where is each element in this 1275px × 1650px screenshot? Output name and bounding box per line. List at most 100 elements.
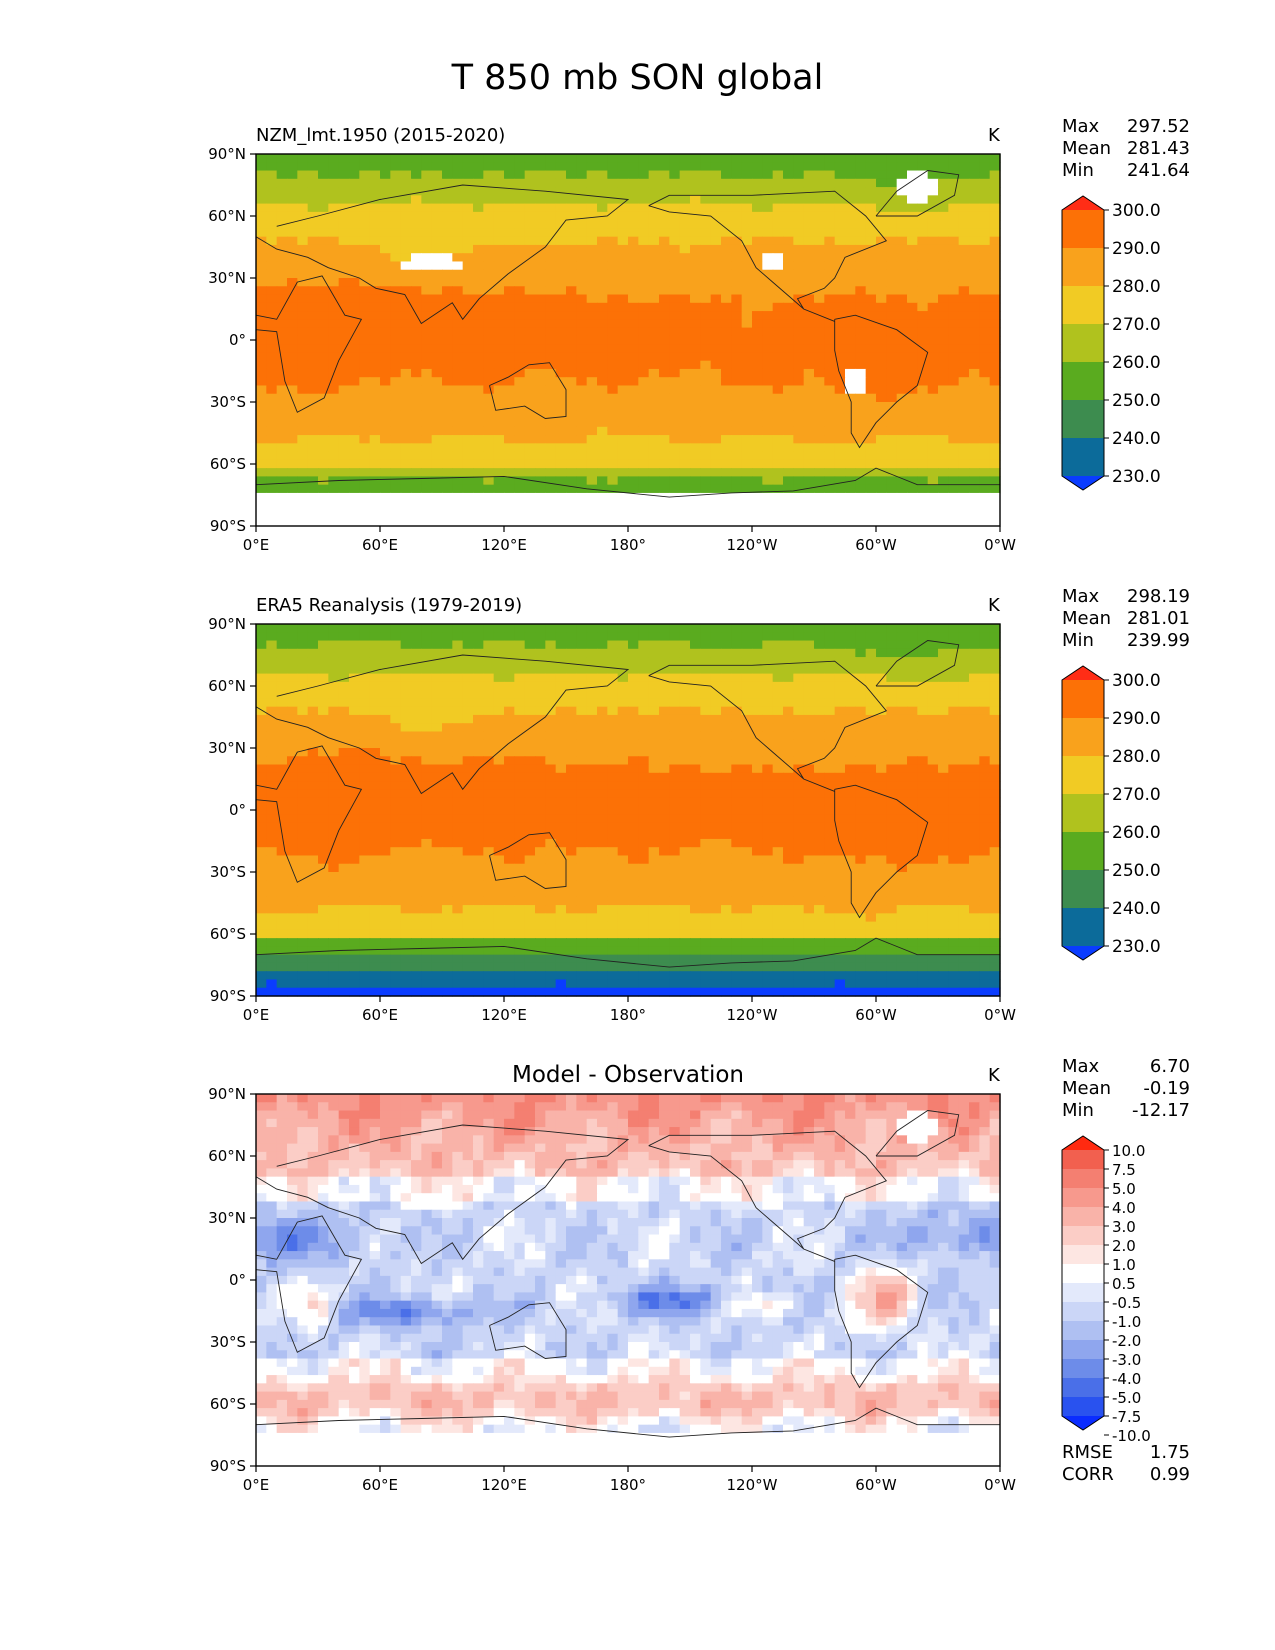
field-cell — [793, 220, 805, 229]
field-cell — [390, 706, 402, 716]
field-cell — [307, 327, 319, 337]
field-cell — [958, 203, 970, 213]
field-cell — [896, 698, 908, 708]
field-cell — [400, 352, 412, 362]
field-cell — [896, 673, 908, 683]
field-cell — [741, 468, 753, 477]
field-cell — [834, 698, 846, 708]
field-cell — [617, 459, 629, 469]
field-cell — [493, 459, 505, 469]
field-cell — [876, 756, 887, 766]
field-cell — [710, 756, 722, 766]
field-cell — [989, 385, 1001, 395]
field-cell — [772, 236, 784, 246]
field-cell — [845, 789, 856, 799]
field-cell — [524, 665, 536, 675]
field-cell — [948, 195, 960, 205]
field-cell — [989, 187, 1001, 196]
field-cell — [793, 236, 805, 246]
field-cell — [369, 665, 381, 675]
field-cell — [752, 690, 763, 699]
field-cell — [431, 640, 443, 650]
field-cell — [297, 772, 309, 782]
field-cell — [628, 723, 639, 733]
field-cell — [896, 244, 908, 254]
field-cell — [452, 772, 464, 782]
field-cell — [390, 327, 402, 337]
field-cell — [772, 187, 784, 196]
field-cell — [700, 327, 712, 337]
field-cell — [731, 211, 743, 221]
field-cell — [824, 805, 836, 815]
field-cell — [597, 673, 608, 683]
field-cell — [514, 648, 526, 658]
field-cell — [586, 632, 598, 642]
field-cell — [359, 154, 371, 163]
field-cell — [741, 426, 753, 436]
field-cell — [318, 624, 329, 633]
field-cell — [452, 244, 464, 254]
field-cell — [473, 484, 484, 494]
field-cell — [814, 294, 825, 304]
field-cell — [586, 327, 598, 337]
colorbar-extend-max — [1062, 196, 1104, 210]
field-cell — [359, 236, 371, 246]
field-cell — [907, 789, 918, 799]
field-cell — [803, 203, 815, 213]
field-cell — [690, 236, 701, 246]
field-cell — [483, 170, 495, 180]
field-cell — [328, 435, 340, 444]
field-cell — [659, 657, 670, 666]
field-cell — [400, 302, 412, 312]
field-cell — [586, 459, 598, 469]
field-cell — [431, 261, 443, 271]
field-cell — [318, 698, 329, 708]
field-cell — [855, 797, 867, 807]
field-cell — [452, 739, 464, 749]
field-cell — [297, 624, 309, 633]
field-cell — [731, 517, 743, 527]
field-cell — [834, 344, 846, 353]
field-cell — [917, 410, 929, 420]
field-cell — [287, 187, 298, 196]
field-cell — [307, 335, 319, 345]
field-cell — [514, 335, 526, 345]
field-cell — [276, 269, 288, 279]
field-cell — [369, 797, 381, 807]
field-cell — [741, 269, 753, 279]
field-cell — [276, 244, 288, 254]
field-cell — [338, 302, 350, 312]
field-cell — [576, 723, 588, 733]
field-cell — [276, 368, 288, 378]
field-cell — [566, 772, 577, 782]
field-cell — [741, 492, 753, 502]
field-cell — [566, 789, 577, 799]
field-cell — [876, 402, 887, 411]
field-cell — [752, 484, 763, 494]
field-cell — [907, 410, 918, 420]
field-cell — [483, 492, 495, 502]
field-cell — [617, 203, 629, 213]
field-cell — [328, 451, 340, 461]
field-cell — [514, 311, 526, 320]
field-cell — [752, 195, 763, 205]
field-cell — [566, 624, 577, 633]
field-cell — [483, 476, 495, 486]
field-cell — [390, 484, 402, 494]
field-cell — [431, 178, 443, 188]
field-cell — [617, 393, 629, 403]
field-cell — [927, 789, 939, 799]
field-cell — [369, 657, 381, 666]
field-cell — [421, 360, 433, 370]
field-cell — [845, 311, 856, 320]
field-cell — [669, 368, 681, 378]
field-cell — [287, 426, 298, 436]
field-cell — [431, 648, 443, 658]
field-cell — [834, 665, 846, 675]
field-cell — [969, 269, 980, 279]
field-cell — [576, 698, 588, 708]
field-cell — [545, 344, 557, 353]
field-cell — [504, 393, 515, 403]
field-cell — [638, 748, 650, 757]
field-cell — [545, 748, 557, 757]
